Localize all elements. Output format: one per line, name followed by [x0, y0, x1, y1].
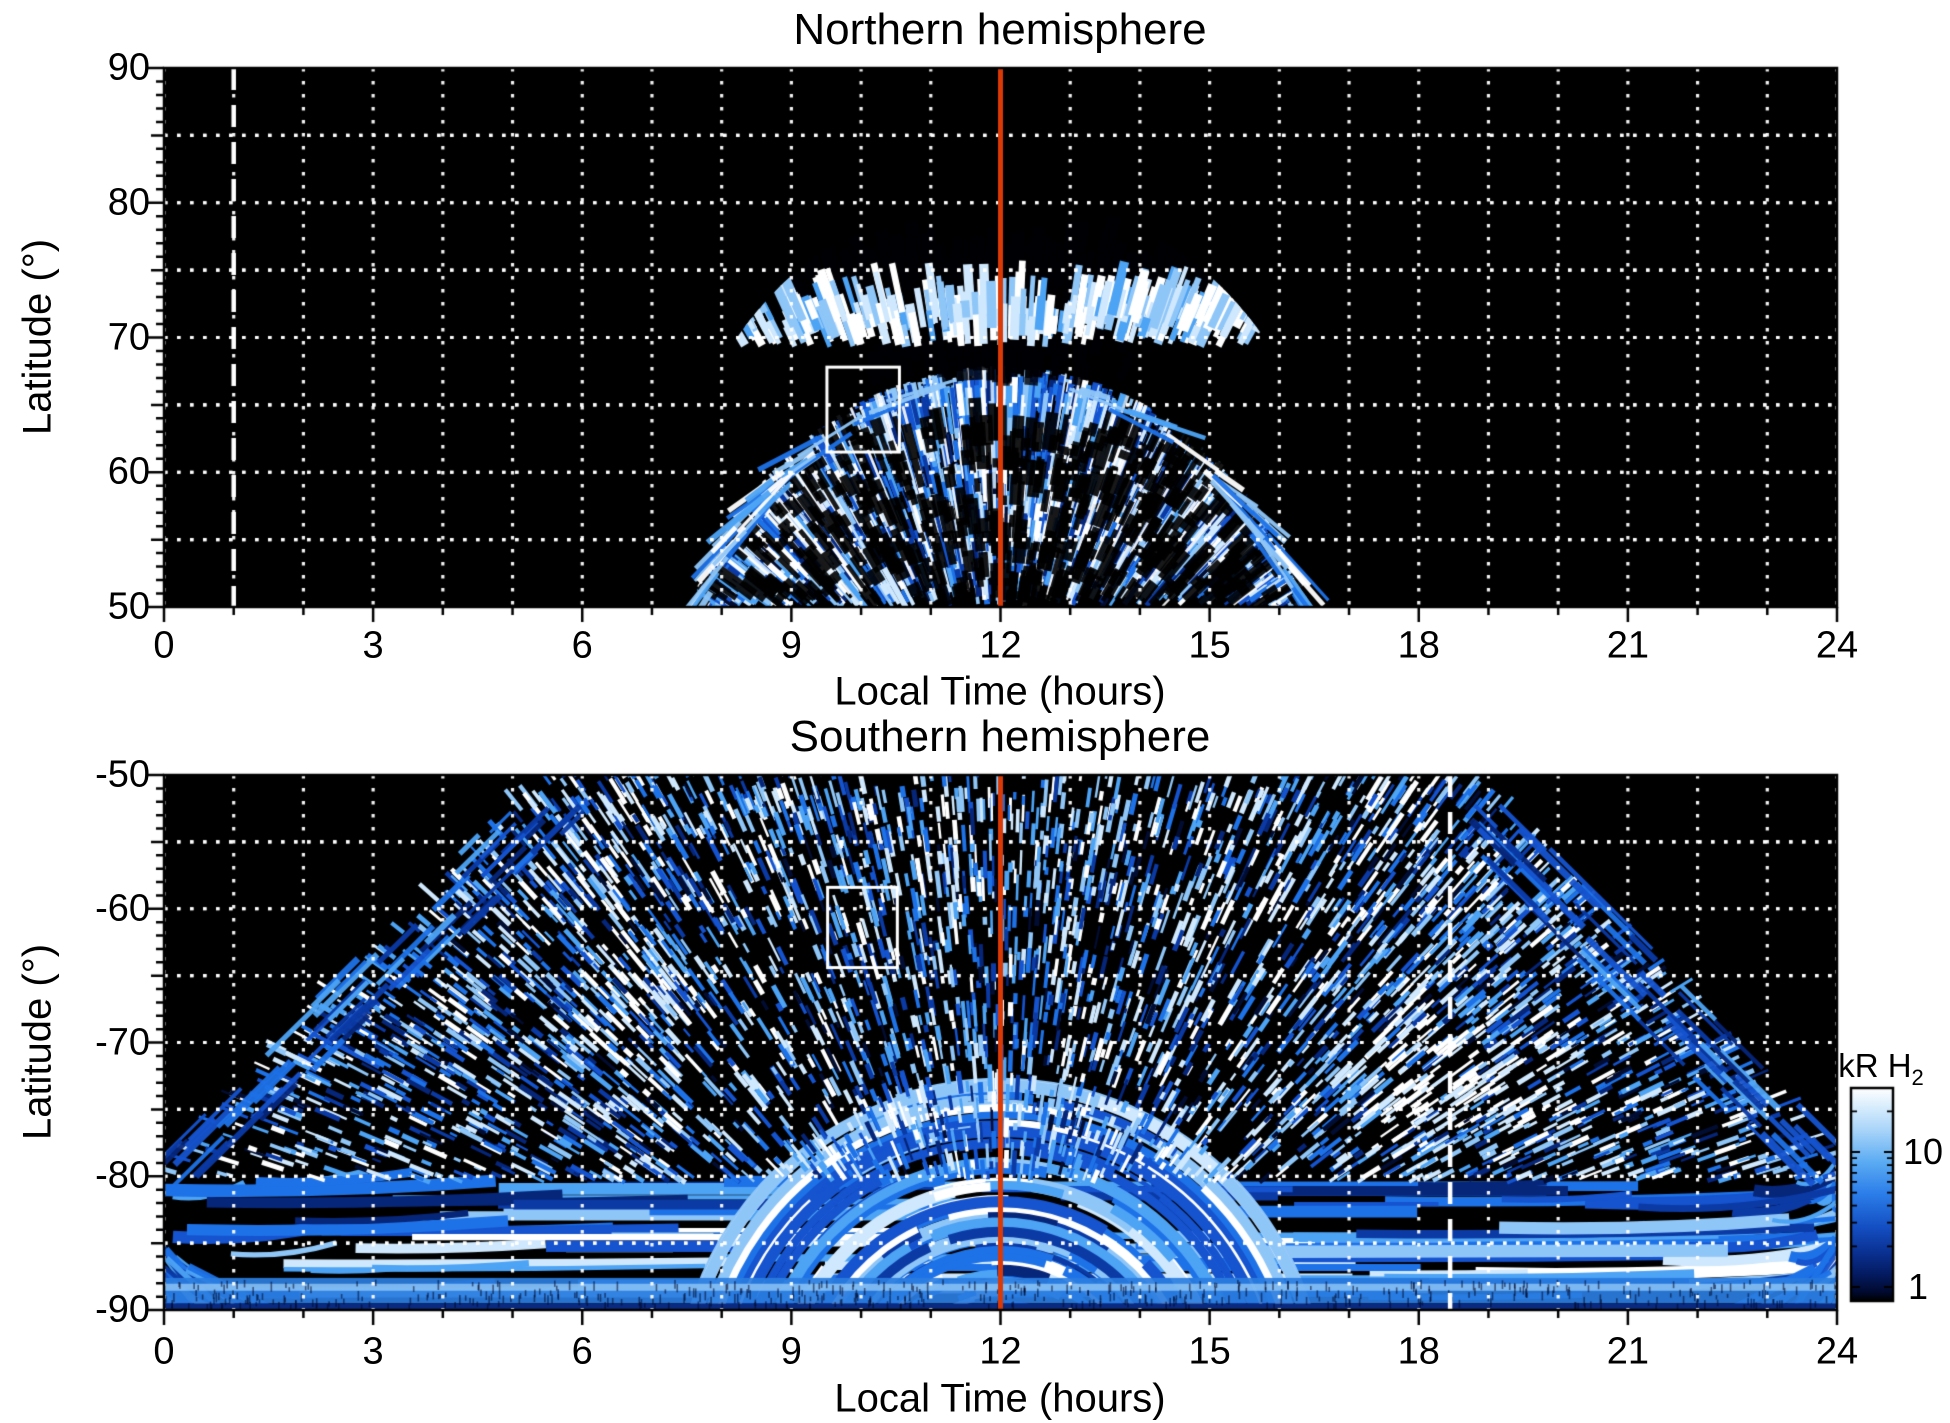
north-ytick-label: 80 [107, 181, 150, 224]
north-panel-title: Northern hemisphere [793, 5, 1207, 54]
north-xtick-label: 9 [780, 624, 802, 667]
colorbar-tick-10: 10 [1903, 1131, 1944, 1172]
north-xtick-label: 21 [1606, 624, 1650, 667]
south-panel-title: Southern hemisphere [789, 712, 1211, 761]
south-xtick-label: 0 [153, 1330, 175, 1373]
south-ytick-label: -60 [95, 887, 150, 930]
north-xtick-label: 0 [153, 624, 175, 667]
north-ytick-label: 50 [107, 585, 150, 628]
south-x-axis-label: Local Time (hours) [834, 1376, 1166, 1421]
south-y-axis-label: Latitude (°) [15, 943, 60, 1141]
colorbar-label-main: kR H [1838, 1047, 1912, 1085]
north-y-axis-label: Latitude (°) [15, 238, 60, 436]
south-ytick-label: -80 [95, 1154, 150, 1197]
north-xtick-label: 6 [571, 624, 593, 667]
south-ytick-label: -50 [95, 753, 150, 796]
south-xtick-label: 6 [571, 1330, 593, 1373]
south-xtick-label: 21 [1606, 1330, 1650, 1373]
north-xtick-label: 3 [362, 624, 384, 667]
south-xtick-label: 9 [780, 1330, 802, 1373]
south-xtick-label: 24 [1815, 1330, 1859, 1373]
north-xtick-label: 12 [979, 624, 1022, 667]
south-xtick-label: 12 [979, 1330, 1022, 1373]
south-xtick-label: 18 [1397, 1330, 1440, 1373]
north-ytick-label: 90 [107, 46, 150, 89]
north-ytick-label: 60 [107, 450, 150, 493]
north-xtick-label: 24 [1815, 624, 1859, 667]
north-x-axis-label: Local Time (hours) [834, 669, 1166, 714]
colorbar-tick-1: 1 [1908, 1266, 1929, 1307]
north-ytick-label: 70 [107, 316, 150, 358]
north-xtick-label: 18 [1397, 624, 1440, 667]
south-xtick-label: 15 [1188, 1330, 1231, 1373]
south-ytick-label: -70 [95, 1021, 150, 1063]
colorbar-label: kR H2 [1838, 1047, 1924, 1091]
south-ytick-label: -90 [95, 1288, 150, 1331]
north-xtick-label: 15 [1188, 624, 1231, 667]
south-xtick-label: 3 [362, 1330, 384, 1373]
colorbar-label-subscript: 2 [1911, 1064, 1924, 1090]
